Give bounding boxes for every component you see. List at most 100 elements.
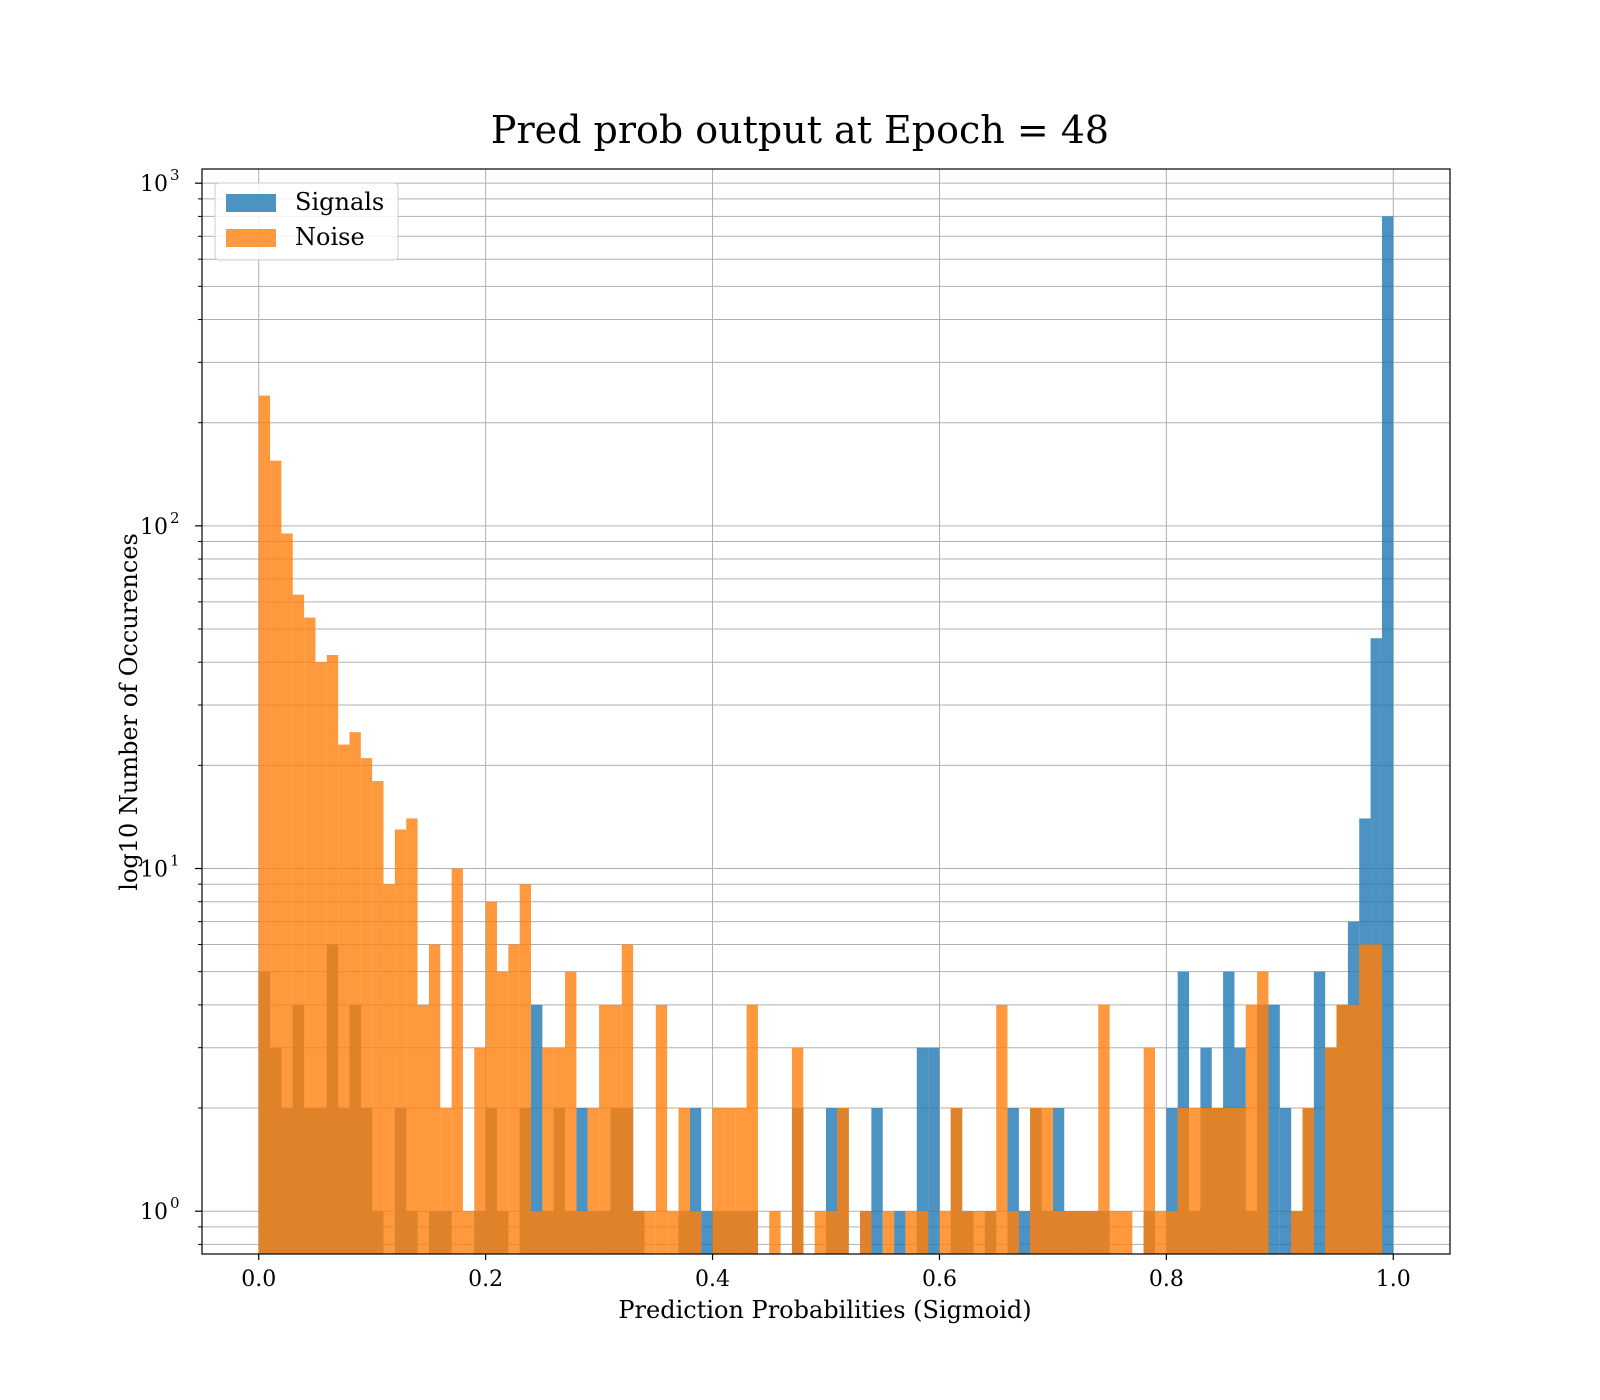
noise-bar [519,884,532,1254]
y-tick-exponent: 2 [170,509,180,527]
overlap-bar [1302,1108,1314,1254]
signals-bar [871,1108,883,1254]
y-tick-exponent: 1 [170,852,180,870]
overlap-bar [315,1108,327,1254]
x-tick-label: 0.0 [241,1267,276,1292]
overlap-bar [1200,1108,1212,1254]
noise-bar [723,1108,736,1254]
overlap-bar [440,1211,452,1254]
y-tick-label: 10 [140,858,168,883]
noise-bar [882,1211,895,1254]
overlap-bar [723,1211,736,1254]
overlap-bar [576,1211,588,1254]
legend-swatch-noise [226,229,276,247]
y-tick-exponent: 0 [170,1194,180,1212]
overlap-bar [1359,944,1371,1254]
noise-bar [258,395,271,1254]
overlap-bar [1336,1004,1348,1254]
noise-bar [1189,1108,1201,1254]
noise-bar [508,944,520,1254]
x-tick-label: 0.6 [922,1267,957,1292]
x-axis-label: Prediction Probabilities (Sigmoid) [618,1296,1031,1324]
noise-bar [735,1108,747,1254]
y-tick-label: 10 [140,515,168,540]
overlap-bar [587,1211,600,1254]
overlap-bar [1245,1211,1258,1254]
overlap-bar [1347,1004,1360,1254]
signals-bar [701,1211,713,1254]
signals-bar [1381,216,1394,1255]
overlap-bar [338,1108,350,1254]
signals-bar [928,1047,940,1254]
noise-bar [1109,1211,1121,1254]
overlap-bar [1007,1211,1019,1254]
noise-bar [406,818,418,1254]
overlap-bar [916,1211,929,1254]
overlap-bar [689,1211,702,1254]
noise-bar [655,1004,668,1254]
noise-bar [1155,1211,1167,1254]
noise-bar [1143,1047,1156,1254]
overlap-bar [531,1211,543,1254]
y-tick-exponent: 3 [170,166,180,184]
noise-bar [996,1004,1008,1254]
overlap-bar [1234,1108,1246,1254]
legend-swatch-signals [226,194,276,212]
noise-bar [1120,1211,1133,1254]
x-axis-ticks: 0.0 0.2 0.4 0.6 0.8 1.0 [241,1254,1411,1292]
overlap-bar [1166,1211,1178,1254]
signals-bar [826,1108,838,1254]
overlap-bar [1189,1211,1201,1254]
noise-bar [349,732,361,1254]
plot-frame [201,168,1451,1255]
overlap-bar [791,1108,804,1254]
noise-bar [905,1211,917,1254]
noise-bar [542,1047,554,1254]
overlap-bar [281,1108,293,1254]
signals-bar [894,1211,906,1254]
noise-bar [1098,1004,1110,1254]
overlap-bar [1041,1211,1053,1254]
overlap-bar [712,1211,724,1254]
noise-bar [599,1004,611,1254]
signals-bar [1018,1211,1031,1254]
overlap-bar [837,1108,849,1254]
x-tick-label: 1.0 [1376,1267,1411,1292]
overlap-bar [735,1211,747,1254]
signals-bar [531,1004,543,1254]
signals-bar [576,1108,588,1254]
legend-label-noise: Noise [295,223,365,251]
noise-bar [462,1211,475,1254]
noise-bar [372,781,384,1254]
overlap-bar [1143,1211,1156,1254]
overlap-bar [1086,1211,1099,1254]
overlap-bar [496,1211,509,1254]
y-tick-label: 10 [140,1200,168,1225]
noise-bar [474,1047,486,1254]
overlap-bar [270,1047,282,1254]
noise-bar [383,884,395,1254]
signals-bar [689,1108,702,1254]
noise-bar [485,901,497,1254]
plot-area [201,168,1451,1255]
overlap-bar [519,1108,532,1254]
noise-bar [939,1211,951,1254]
overlap-bar [553,1108,566,1254]
overlap-bar [474,1211,486,1254]
noise-bar [667,1211,679,1254]
overlap-bar [621,1108,634,1254]
noise-bar [746,1004,758,1254]
noise-bar [270,460,282,1255]
y-axis-label: log10 Number of Occurences [115,533,143,891]
overlap-bar [1223,1108,1235,1254]
overlap-bar [565,1211,577,1254]
overlap-bar [860,1211,872,1254]
overlap-bar [428,1211,441,1254]
overlap-bar [372,1211,384,1254]
noise-bar [338,744,350,1254]
overlap-bar [610,1108,622,1254]
overlap-bar [1030,1108,1042,1254]
signals-bar [1007,1108,1019,1254]
